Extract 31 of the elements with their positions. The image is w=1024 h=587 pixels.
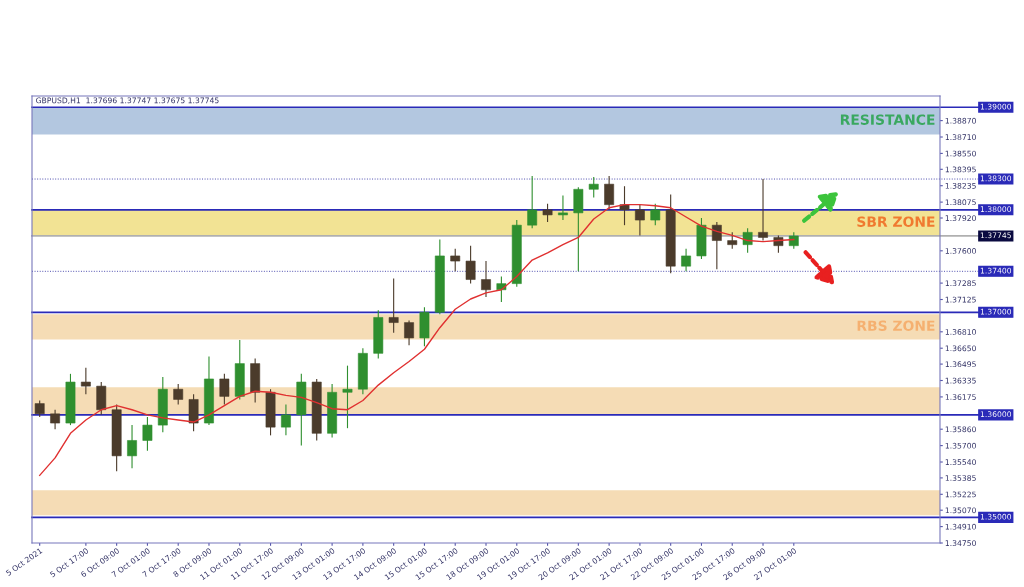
candlestick	[342, 365, 353, 429]
candlestick	[681, 248, 691, 272]
candlestick	[542, 203, 553, 223]
candlestick	[588, 176, 599, 199]
candlestick	[404, 319, 414, 346]
candlestick	[173, 383, 184, 406]
candlestick	[50, 409, 60, 430]
candlestick	[465, 245, 476, 285]
candlestick	[142, 416, 153, 452]
candlestick	[619, 185, 630, 226]
candlestick	[96, 381, 107, 416]
candlestick	[219, 373, 230, 406]
candlestick	[742, 227, 753, 254]
band-label: RBS ZONE	[857, 320, 935, 331]
candlestick	[450, 248, 461, 272]
candlestick	[281, 404, 291, 436]
candlestick	[650, 203, 661, 226]
band-label: SBR ZONE	[857, 216, 935, 227]
candlestick	[711, 221, 722, 270]
candlestick	[527, 175, 538, 229]
candlestick	[481, 260, 491, 298]
band-label: RESISTANCE	[840, 114, 935, 125]
candlestick	[573, 186, 584, 272]
candlestick	[558, 194, 568, 221]
candlestick	[758, 178, 768, 242]
candlestick	[188, 393, 199, 432]
candlestick	[80, 367, 91, 395]
candlestick	[635, 204, 645, 236]
candlestick	[388, 277, 399, 334]
candlestick	[604, 175, 615, 211]
candlestick	[127, 424, 137, 469]
